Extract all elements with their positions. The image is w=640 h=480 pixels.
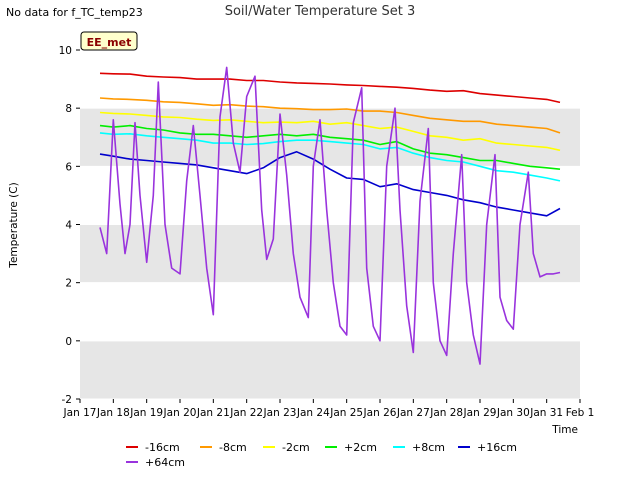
badge-box — [80, 31, 138, 51]
x-tick-label: Jan 30 — [496, 407, 530, 419]
legend-item: +16cm — [458, 441, 517, 454]
x-axis-label: Time — [551, 424, 578, 436]
series-lines — [99, 66, 561, 365]
y-tick-label: 8 — [65, 103, 72, 115]
x-tick-label: Jan 24 — [296, 407, 330, 419]
legend-item: -2cm — [263, 441, 310, 454]
legend-item: -8cm — [200, 441, 247, 454]
x-tick-label: Jan 26 — [363, 407, 397, 419]
series-line-16cm — [99, 151, 561, 217]
y-tick-label: 4 — [65, 220, 72, 232]
x-tick-label: Jan 27 — [396, 407, 430, 419]
legend-label: +64cm — [145, 456, 185, 469]
series-line-8cm — [99, 132, 561, 182]
x-tick-label: Jan 28 — [429, 407, 463, 419]
y-tick-label: 2 — [65, 278, 72, 290]
series-line-64cm — [99, 66, 561, 365]
legend-label: +16cm — [477, 441, 517, 454]
series-line-2cm — [99, 124, 561, 170]
y-tick-label: -2 — [62, 394, 72, 406]
x-tick-label: Jan 21 — [196, 407, 230, 419]
series-line-8cm — [99, 97, 561, 134]
x-tick-label: Jan 31 — [529, 407, 563, 419]
x-tick-label: Jan 18 — [96, 407, 130, 419]
badge-label: EE_met — [87, 36, 132, 49]
x-tick-label: Feb 1 — [566, 407, 595, 419]
series-line-2cm — [99, 111, 561, 152]
legend-label: -2cm — [282, 441, 310, 454]
legend-label: +8cm — [412, 441, 445, 454]
legend-label: +2cm — [344, 441, 377, 454]
x-tick-label: Jan 20 — [163, 407, 197, 419]
legend-item: +8cm — [393, 441, 445, 454]
legend-label: -16cm — [145, 441, 180, 454]
chart-title: Soil/Water Temperature Set 3 — [225, 4, 416, 19]
legend-item: -16cm — [126, 441, 180, 454]
no-data-note: No data for f_TC_temp23 — [6, 6, 143, 19]
legend-item: +2cm — [325, 441, 377, 454]
x-tick-label: Jan 17 — [63, 407, 97, 419]
y-tick-label: 0 — [65, 336, 72, 348]
legend: -16cm -8cm -2cm +2cm +8cm +16cm +64cm — [126, 441, 517, 469]
series-line-16cm — [99, 72, 561, 104]
y-tick-label: 10 — [59, 45, 72, 57]
x-tick-label: Jan 19 — [129, 407, 163, 419]
y-axis-label: Temperature (C) — [8, 182, 20, 268]
x-tick-label: Jan 23 — [263, 407, 297, 419]
x-tick-label: Jan 25 — [329, 407, 363, 419]
y-tick-label: 6 — [65, 161, 72, 173]
x-tick-label: Jan 22 — [229, 407, 263, 419]
legend-label: -8cm — [219, 441, 247, 454]
x-tick-label: Jan 29 — [463, 407, 497, 419]
ee-met-badge: EE_met — [80, 31, 138, 51]
legend-item: +64cm — [126, 456, 185, 469]
shaded-band — [80, 340, 580, 399]
